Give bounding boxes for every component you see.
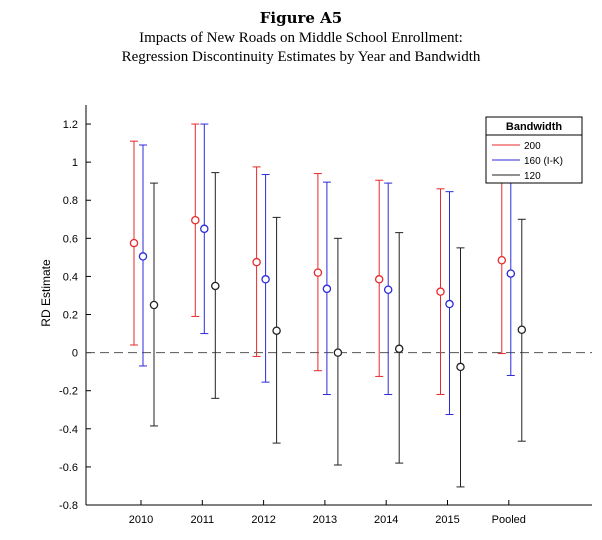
x-tick-label: 2011 xyxy=(190,514,214,526)
y-tick-label: 0.4 xyxy=(63,271,78,283)
legend-entry: 160 (I-K) xyxy=(524,156,563,167)
x-tick-label: 2014 xyxy=(374,514,398,526)
x-tick-label: 2013 xyxy=(313,514,337,526)
estimate-point xyxy=(261,275,270,284)
x-tick-label: Pooled xyxy=(492,514,526,526)
estimate-point xyxy=(497,255,507,265)
y-tick-label: 0.2 xyxy=(63,310,78,322)
y-tick-label: -0.8 xyxy=(59,500,78,512)
y-tick-label: 0.8 xyxy=(63,195,78,207)
estimate-point xyxy=(138,252,148,261)
estimate-point xyxy=(374,275,384,284)
y-tick-label: -0.2 xyxy=(59,386,78,398)
estimate-point xyxy=(200,224,209,234)
estimate-point xyxy=(506,269,516,278)
figure-subtitle-line-2: Regression Discontinuity Estimates by Ye… xyxy=(121,49,481,65)
estimate-point xyxy=(149,300,159,310)
estimate-point xyxy=(211,281,220,291)
estimate-point xyxy=(383,285,393,295)
legend-entry: 120 xyxy=(524,171,541,182)
x-tick-label: 2012 xyxy=(251,514,275,526)
series-1 xyxy=(138,123,516,416)
y-tick-label: 1.2 xyxy=(63,119,78,131)
y-tick-label: -0.4 xyxy=(59,424,78,436)
estimate-point xyxy=(322,284,332,294)
y-axis-label: RD Estimate xyxy=(39,259,53,327)
estimate-point xyxy=(252,257,261,267)
series-0 xyxy=(129,123,507,396)
estimate-point xyxy=(394,344,404,354)
chart-marks xyxy=(129,123,527,488)
estimate-point xyxy=(129,238,139,248)
legend-title: Bandwidth xyxy=(506,121,562,133)
y-tick-label: 1 xyxy=(72,157,78,169)
figure-title: Figure A5 xyxy=(259,9,343,27)
series-2 xyxy=(149,172,527,488)
x-tick-label: 2010 xyxy=(129,514,153,526)
legend-entry: 200 xyxy=(524,141,541,152)
legend: Bandwidth 200 160 (I-K) 120 xyxy=(485,116,583,184)
estimate-point xyxy=(445,299,454,309)
axes: -0.8 -0.6 -0.4 -0.2 0 0.2 0.4 0.6 0.8 1 1.2 2010 201… xyxy=(39,105,592,526)
estimate-point xyxy=(191,215,200,225)
estimate-point xyxy=(313,268,323,277)
legend-box xyxy=(485,116,583,184)
x-tick-label: 2015 xyxy=(435,514,459,526)
estimate-point xyxy=(436,287,445,296)
y-tick-label: 0 xyxy=(72,348,78,360)
estimate-point xyxy=(517,325,527,335)
estimate-point xyxy=(456,362,465,372)
estimate-point xyxy=(272,326,281,335)
y-tick-label: -0.6 xyxy=(59,462,78,474)
figure-subtitle-line-1: Impacts of New Roads on Middle School En… xyxy=(139,30,463,46)
y-tick-label: 0.6 xyxy=(63,233,78,245)
estimate-point xyxy=(333,348,343,357)
